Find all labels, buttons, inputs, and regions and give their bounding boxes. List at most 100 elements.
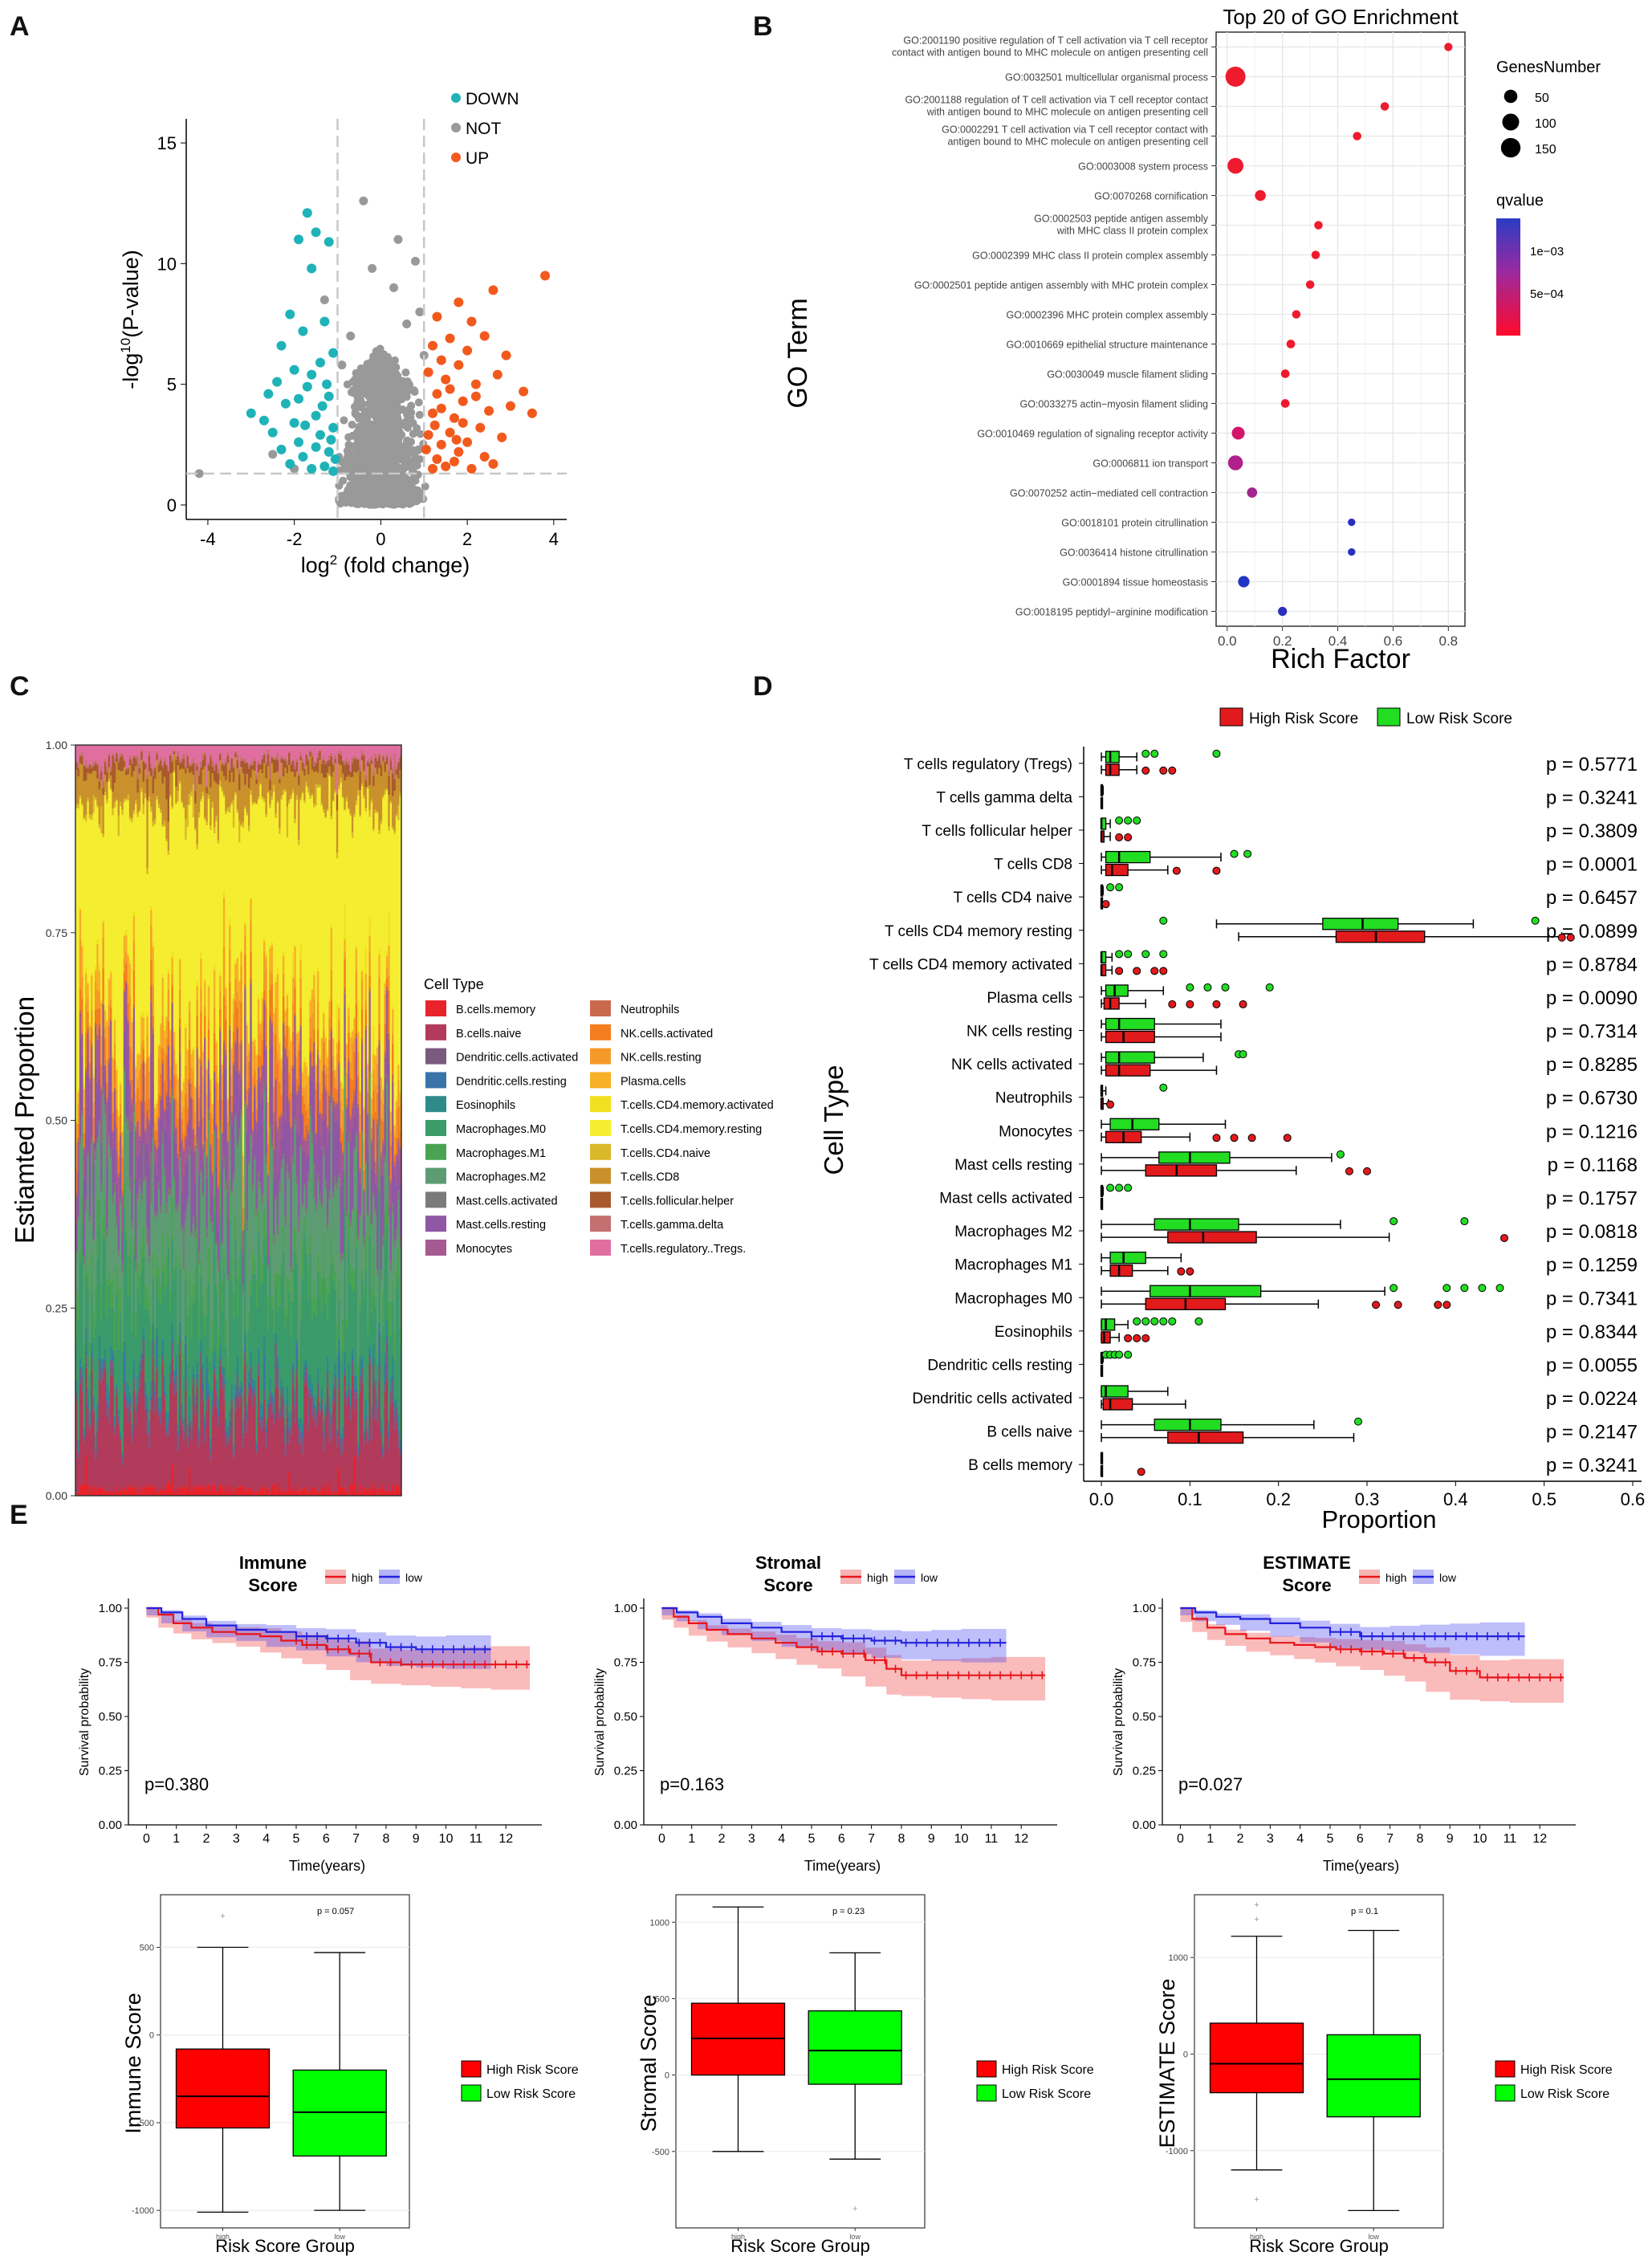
go-term-point xyxy=(1280,369,1290,378)
stack-segment xyxy=(100,1358,104,1369)
stack-segment xyxy=(116,1265,119,1294)
stack-segment xyxy=(100,1002,104,1036)
point-not xyxy=(344,433,353,442)
stack-segment xyxy=(88,1342,92,1374)
y-axis-title: -log10(P-value) xyxy=(118,250,143,389)
point-not xyxy=(335,481,344,490)
stack-segment xyxy=(113,1090,116,1122)
stack-segment xyxy=(102,795,105,834)
stack-segment xyxy=(104,745,107,759)
stack-segment xyxy=(127,1401,130,1405)
stack-segment xyxy=(96,1034,100,1040)
stack-segment xyxy=(94,1150,97,1161)
stack-segment xyxy=(81,1034,84,1056)
go-term-point xyxy=(1227,455,1243,470)
stack-segment xyxy=(112,1306,115,1350)
stack-segment xyxy=(96,1403,100,1418)
stack-segment xyxy=(123,761,126,768)
point-down xyxy=(311,410,321,421)
go-term-label: contact with antigen bound to MHC molecu… xyxy=(892,47,1208,59)
stack-segment xyxy=(131,1104,134,1123)
stack-segment xyxy=(77,1089,80,1093)
point-up xyxy=(458,396,468,406)
point-up xyxy=(462,437,473,447)
stack-segment xyxy=(121,1452,124,1456)
stack-segment xyxy=(109,775,112,788)
stack-segment xyxy=(106,1165,109,1229)
stack-segment xyxy=(104,1362,107,1370)
point-up xyxy=(501,350,511,360)
stack-segment xyxy=(113,1087,116,1091)
stack-segment xyxy=(96,807,100,939)
stack-segment xyxy=(84,1356,87,1368)
point-down xyxy=(319,461,330,471)
stack-segment xyxy=(94,1448,97,1453)
stack-segment xyxy=(116,799,119,801)
stack-segment xyxy=(81,1392,84,1484)
stack-segment xyxy=(128,1131,132,1179)
stack-segment xyxy=(131,1435,134,1444)
go-term-point xyxy=(1278,606,1288,617)
stack-segment xyxy=(106,772,109,783)
stack-segment xyxy=(127,1045,130,1119)
stack-segment xyxy=(106,1490,109,1496)
stack-segment xyxy=(106,1397,109,1402)
stack-segment xyxy=(83,1149,86,1179)
point-not xyxy=(393,416,401,425)
stack-segment xyxy=(81,745,84,752)
stack-segment xyxy=(109,1000,112,1008)
legend-dot xyxy=(451,153,461,162)
point-up xyxy=(540,271,551,281)
stack-segment xyxy=(136,792,140,813)
stack-segment xyxy=(117,836,120,1111)
stack-segment xyxy=(83,766,86,782)
stack-segment xyxy=(109,1020,112,1021)
point-down xyxy=(294,234,304,245)
point-not xyxy=(416,455,425,464)
stack-segment xyxy=(121,1273,124,1341)
go-term-point xyxy=(1348,548,1356,556)
point-not xyxy=(409,386,418,395)
stack-segment xyxy=(104,1065,107,1066)
stack-segment xyxy=(88,1374,92,1411)
stack-segment xyxy=(98,1335,101,1358)
x-tick-label: -4 xyxy=(200,529,216,549)
stack-segment xyxy=(104,1038,107,1065)
stack-segment xyxy=(81,1367,84,1375)
point-down xyxy=(322,379,332,389)
stack-segment xyxy=(92,1239,96,1242)
point-down xyxy=(328,422,339,433)
stack-segment xyxy=(127,800,130,954)
point-not xyxy=(337,360,347,370)
point-up xyxy=(441,374,451,385)
stack-segment xyxy=(75,1254,78,1306)
stack-segment xyxy=(87,998,90,1012)
stack-segment xyxy=(131,1423,134,1431)
stack-segment xyxy=(108,1062,111,1089)
stack-segment xyxy=(116,1226,119,1266)
stack-segment xyxy=(87,1387,90,1404)
stack-segment xyxy=(96,745,100,764)
x-axis-title: log2 (fold change) xyxy=(301,552,470,577)
point-down xyxy=(276,444,287,454)
stack-segment xyxy=(83,1436,86,1442)
stack-segment xyxy=(87,772,90,798)
stack-segment xyxy=(132,813,136,912)
stack-segment xyxy=(81,1224,84,1368)
point-down xyxy=(302,208,312,218)
legend-label: UP xyxy=(466,149,489,168)
stack-segment xyxy=(136,1078,140,1088)
stack-segment xyxy=(123,972,126,990)
stack-segment xyxy=(136,779,140,793)
stack-segment xyxy=(112,1361,115,1378)
stack-segment xyxy=(98,1120,101,1126)
point-not xyxy=(356,440,365,449)
stack-segment xyxy=(98,1008,101,1024)
size-legend-label: 150 xyxy=(1535,143,1556,157)
stack-segment xyxy=(88,814,92,819)
stack-segment xyxy=(108,781,111,978)
stack-segment xyxy=(84,1349,87,1357)
stack-segment xyxy=(84,821,87,968)
stack-segment xyxy=(104,1348,107,1358)
stack-segment xyxy=(81,977,84,1000)
